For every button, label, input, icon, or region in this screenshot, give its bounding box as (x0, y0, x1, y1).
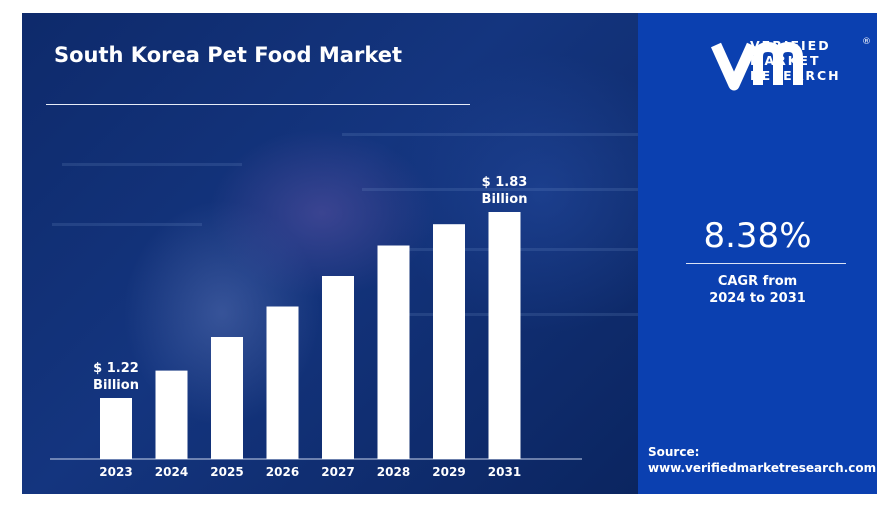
tick-label-2028: 2028 (377, 465, 410, 479)
bar-2024 (155, 370, 188, 459)
vmr-logo-icon (710, 42, 803, 91)
tick-label-2026: 2026 (266, 465, 299, 479)
brand-name: VERIFIED MARKET RESEARCH (750, 38, 841, 83)
tick-label-2031: 2031 (488, 465, 521, 479)
bar-2027 (322, 276, 354, 459)
brand-line-1: VERIFIED (750, 38, 831, 53)
info-panel: VERIFIED MARKET RESEARCH ® 8.38% CAGR fr… (638, 13, 877, 494)
tick-label-2023: 2023 (99, 465, 132, 479)
tick-label-2029: 2029 (432, 465, 465, 479)
cagr-value: 8.38% (703, 216, 812, 256)
cagr-label: CAGR from 2024 to 2031 (638, 273, 877, 307)
source-url: www.verifiedmarketresearch.com (648, 461, 877, 475)
brand-line-2: MARKET (750, 53, 821, 68)
tick-label-2025: 2025 (210, 465, 243, 479)
cagr-label-line-2: 2024 to 2031 (709, 291, 806, 306)
source-note: Source: www.verifiedmarketresearch.com (648, 444, 876, 476)
brand-line-3: RESEARCH (750, 68, 841, 83)
cagr-divider (686, 263, 846, 264)
data-label-2031-line-1: $ 1.83 (482, 175, 528, 190)
title-divider (46, 104, 470, 105)
source-label: Source: (648, 445, 700, 459)
infographic-frame: South Korea Pet Food Market 2023 2024 2025… (22, 13, 877, 494)
bar-chart: 2023 2024 2025 2026 2027 2028 2029 2031 $ 1.22 B… (50, 175, 582, 479)
tick-label-2024: 2024 (155, 465, 188, 479)
chart-title: South Korea Pet Food Market (54, 43, 402, 67)
data-label-2023-line-2: Billion (93, 378, 139, 393)
bar-2026 (266, 306, 299, 459)
bar-2025 (211, 337, 243, 459)
tick-label-2027: 2027 (321, 465, 354, 479)
bar-2029 (433, 224, 465, 459)
bar-2023 (100, 398, 132, 459)
data-label-2031-line-2: Billion (482, 192, 528, 207)
cagr-label-line-1: CAGR from (717, 274, 798, 289)
data-label-2023-line-1: $ 1.22 (93, 361, 139, 376)
bar-2031 (488, 212, 521, 459)
bar-2028 (377, 245, 410, 459)
chart-panel: South Korea Pet Food Market 2023 2024 2025… (22, 13, 638, 494)
registered-mark: ® (862, 37, 871, 47)
